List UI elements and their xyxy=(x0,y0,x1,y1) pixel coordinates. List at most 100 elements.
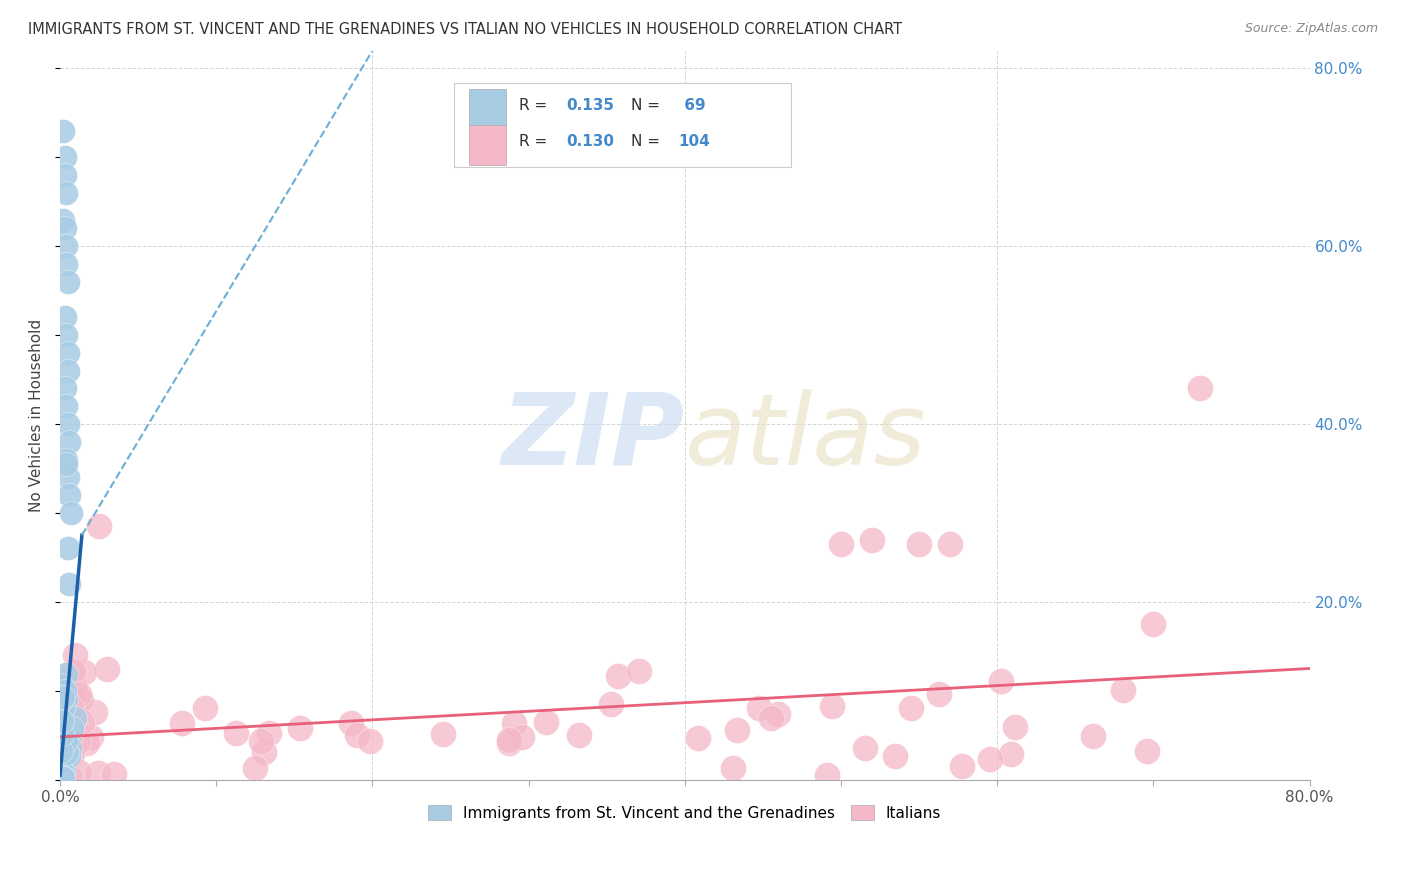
Point xyxy=(1142,617,1164,632)
Point xyxy=(568,728,591,742)
Point xyxy=(51,682,73,697)
Point xyxy=(60,722,83,736)
Point xyxy=(58,717,80,731)
Point xyxy=(860,533,883,547)
Point xyxy=(59,741,82,756)
Point xyxy=(723,761,745,775)
Point xyxy=(1004,720,1026,734)
Text: N =: N = xyxy=(631,98,665,113)
Point xyxy=(52,770,75,784)
Point xyxy=(55,186,77,200)
Point xyxy=(815,768,838,782)
Point xyxy=(56,541,79,556)
Point xyxy=(87,519,110,533)
Point xyxy=(1083,729,1105,743)
Point xyxy=(51,755,73,769)
Point xyxy=(1189,382,1212,396)
Point xyxy=(53,749,76,764)
Point xyxy=(52,742,75,756)
Point xyxy=(56,364,79,378)
Point xyxy=(52,719,75,733)
Text: 104: 104 xyxy=(679,135,710,149)
Point xyxy=(952,759,974,773)
Point xyxy=(63,648,86,662)
Point xyxy=(84,705,107,719)
Point xyxy=(766,707,789,722)
Bar xyxy=(468,126,506,166)
Point xyxy=(502,716,524,731)
Point xyxy=(53,150,76,164)
Point xyxy=(62,706,84,720)
Point xyxy=(51,690,73,705)
Point xyxy=(510,731,533,745)
Point xyxy=(53,221,76,235)
Point xyxy=(63,711,86,725)
Point xyxy=(62,664,84,678)
Point xyxy=(288,721,311,735)
Bar xyxy=(468,89,506,129)
Point xyxy=(51,756,73,771)
Point xyxy=(49,753,72,767)
Point xyxy=(55,239,77,253)
Point xyxy=(51,713,73,727)
Point xyxy=(52,690,75,705)
Point xyxy=(58,713,80,727)
Point xyxy=(51,747,73,761)
Text: IMMIGRANTS FROM ST. VINCENT AND THE GRENADINES VS ITALIAN NO VEHICLES IN HOUSEHO: IMMIGRANTS FROM ST. VINCENT AND THE GREN… xyxy=(28,22,903,37)
Point xyxy=(725,723,748,737)
Point xyxy=(600,697,623,711)
Point xyxy=(63,680,86,694)
Point xyxy=(96,662,118,676)
Point xyxy=(51,749,73,764)
Point xyxy=(56,346,79,360)
Point xyxy=(49,734,72,748)
Point xyxy=(253,745,276,759)
Point xyxy=(55,670,77,684)
Point xyxy=(51,705,73,719)
Point xyxy=(51,686,73,700)
Point xyxy=(53,168,76,182)
Point xyxy=(979,752,1001,766)
Point xyxy=(53,725,76,739)
Point xyxy=(52,752,75,766)
Point xyxy=(67,687,90,701)
Point xyxy=(55,724,77,739)
Point xyxy=(830,537,852,551)
Point xyxy=(58,488,80,502)
Point xyxy=(53,310,76,325)
Text: R =: R = xyxy=(519,135,551,149)
Point xyxy=(498,736,520,750)
Point xyxy=(58,730,80,744)
Point xyxy=(51,772,73,786)
Point xyxy=(55,328,77,343)
Point xyxy=(52,700,75,714)
Text: 0.130: 0.130 xyxy=(567,135,614,149)
Point xyxy=(55,667,77,681)
Point xyxy=(820,698,842,713)
Point xyxy=(56,417,79,431)
Point xyxy=(73,665,96,679)
Point xyxy=(51,729,73,743)
Legend: Immigrants from St. Vincent and the Grenadines, Italians: Immigrants from St. Vincent and the Gren… xyxy=(422,798,948,827)
Point xyxy=(55,257,77,271)
Point xyxy=(51,714,73,728)
Point xyxy=(51,727,73,741)
Point xyxy=(52,723,75,737)
Point xyxy=(58,434,80,449)
Point xyxy=(346,728,368,742)
Point xyxy=(76,736,98,750)
Point xyxy=(225,725,247,739)
Point xyxy=(55,717,77,731)
Point xyxy=(69,693,91,707)
Point xyxy=(1000,747,1022,761)
Point xyxy=(55,457,77,471)
Point xyxy=(627,665,650,679)
Point xyxy=(55,691,77,706)
Point xyxy=(63,737,86,751)
Point xyxy=(1111,682,1133,697)
Point xyxy=(908,537,931,551)
Point xyxy=(51,764,73,779)
Point xyxy=(498,733,520,747)
Y-axis label: No Vehicles in Household: No Vehicles in Household xyxy=(30,318,44,512)
Point xyxy=(51,729,73,743)
